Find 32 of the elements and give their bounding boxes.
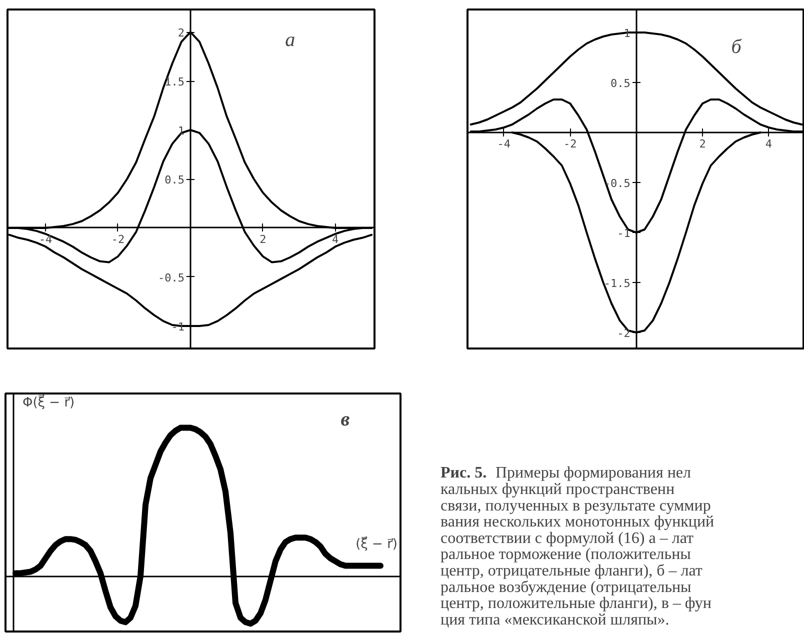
- y-tick-label: 2: [178, 26, 184, 40]
- text: вания нескольких монотонных функций: [440, 514, 715, 531]
- y-tick-label: 0.5: [164, 174, 184, 186]
- text: соответствии с формулой (16) а – лат: [440, 530, 694, 547]
- text: связи, полученных в результате суммир: [440, 497, 711, 514]
- y-tick-label: -1: [617, 227, 630, 240]
- y-tick-label: -2: [617, 327, 630, 340]
- text: ральное торможение (положительны: [440, 546, 692, 564]
- text: Примеры формирования нел: [496, 464, 691, 482]
- x-tick-label: 4: [332, 232, 340, 246]
- text: ральное возбуждение (отрицательны: [440, 578, 692, 596]
- text: кальных функций пространственн: [440, 480, 675, 498]
- x-tick-label: -4: [38, 232, 53, 246]
- x-tick-label: -4: [497, 138, 511, 150]
- text: а: [285, 29, 296, 52]
- x-axis-title: (ξ⃗ − r⃗): [356, 536, 398, 552]
- text: Рис. 5.: [440, 464, 487, 482]
- y-tick-label: 1.5: [164, 76, 184, 89]
- text: центр, отрицательные фланги), б – лат: [440, 562, 702, 580]
- y-tick-label: -1.5: [604, 277, 630, 290]
- y-tick-label: 0.5: [610, 77, 630, 90]
- x-tick-label: -2: [564, 138, 577, 150]
- x-tick-label: 4: [765, 138, 772, 150]
- chart-title: в: [340, 408, 350, 431]
- x-tick-label: 2: [260, 232, 266, 246]
- x-tick-label: 2: [699, 138, 706, 150]
- text: ция типа «мексиканской шляпы».: [440, 611, 670, 628]
- y-tick-label: -0.5: [158, 271, 184, 284]
- text: б: [731, 36, 742, 58]
- x-tick-label: -2: [111, 232, 125, 246]
- text: центр, положительные фланги), в – фун: [440, 595, 712, 612]
- y-axis-title: Φ(ξ⃗ − r⃗): [22, 394, 75, 410]
